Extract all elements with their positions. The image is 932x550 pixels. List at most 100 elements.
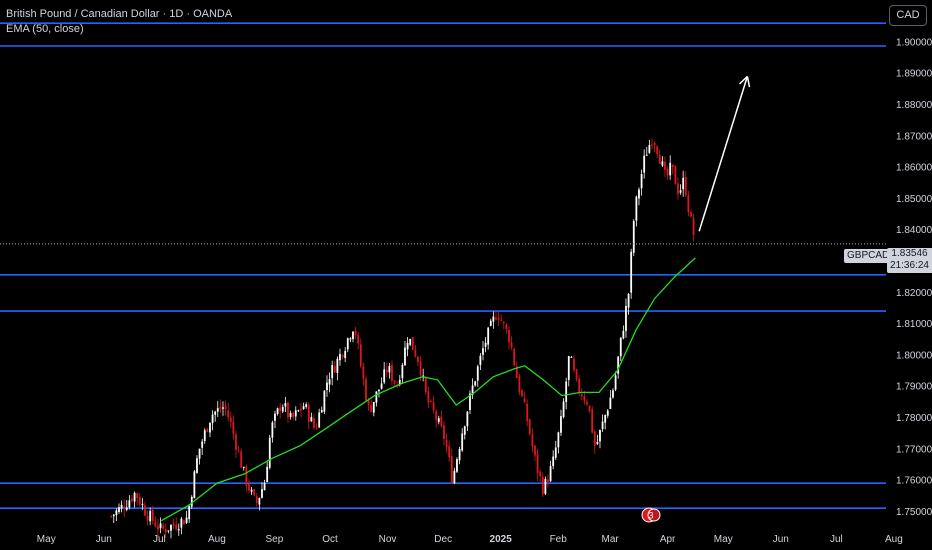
candle-body — [578, 378, 581, 393]
candle-body — [201, 441, 204, 448]
candle-body — [484, 342, 487, 347]
candle-body — [198, 448, 201, 459]
candle-body — [227, 410, 230, 418]
candle-body — [567, 356, 570, 380]
candle-body — [497, 318, 500, 320]
candle-body — [414, 349, 417, 357]
candle-body — [232, 422, 235, 434]
candle-body — [302, 406, 305, 410]
candle-body — [203, 430, 206, 441]
candle-body — [596, 442, 599, 445]
candle-body — [508, 329, 510, 343]
candle-body — [287, 402, 289, 418]
candle-body — [648, 144, 651, 154]
candle-body — [349, 338, 352, 340]
candle-body — [463, 426, 466, 435]
candle-body — [190, 496, 193, 507]
candle-body — [521, 390, 523, 397]
candle-body — [276, 408, 279, 415]
time-tick-label: Oct — [322, 534, 338, 545]
candle-body — [692, 218, 695, 235]
price-axis[interactable]: 1.90000 1.89000 1.88000 1.87000 1.86000 1.850… — [896, 37, 932, 517]
candle-body — [331, 365, 334, 379]
candle-body — [188, 506, 191, 520]
candle-body — [268, 437, 271, 468]
candle-body — [450, 456, 453, 483]
candle-body — [539, 471, 542, 477]
price-tick-label: 1.76000 — [896, 476, 932, 487]
candle-body — [534, 445, 536, 456]
price-tick-label: 1.85000 — [896, 194, 932, 205]
candle-body — [354, 330, 357, 336]
candle-body — [183, 520, 185, 525]
candle-body — [544, 478, 547, 494]
candle-body — [583, 396, 586, 401]
candle-body — [440, 416, 443, 427]
candle-body — [536, 453, 539, 474]
candle-body — [432, 401, 435, 411]
currency-button[interactable]: CAD — [889, 5, 927, 26]
candle-body — [146, 515, 149, 521]
candle-body — [266, 466, 269, 483]
candle-body — [547, 479, 549, 483]
projection-arrow[interactable] — [698, 75, 751, 232]
candle-body — [357, 334, 360, 344]
candle-body — [510, 342, 513, 348]
candle-body — [141, 504, 144, 506]
time-tick-label: Jul — [153, 534, 166, 545]
candle-body — [144, 505, 146, 516]
time-tick-label: Dec — [434, 534, 452, 545]
candle-body — [341, 355, 344, 358]
candle-body — [419, 361, 422, 376]
candle-body — [274, 413, 276, 421]
candle-body — [263, 482, 266, 491]
candle-body — [297, 410, 300, 412]
candle-body — [552, 456, 555, 467]
price-tick-label: 1.82000 — [896, 288, 932, 299]
candle-body — [437, 418, 440, 422]
candlestick-series — [110, 138, 695, 539]
time-tick-label: May — [37, 534, 56, 545]
candle-body — [279, 407, 282, 412]
candle-body — [653, 143, 656, 146]
candle-body — [209, 422, 211, 433]
candle-body — [172, 523, 175, 526]
candle-body — [180, 518, 183, 528]
candle-body — [359, 344, 362, 366]
candle-body — [635, 196, 638, 221]
candle-body — [315, 427, 318, 429]
candle-body — [424, 377, 427, 393]
candle-body — [271, 422, 274, 438]
candle-body — [398, 379, 401, 385]
candle-body — [336, 358, 339, 373]
symbol-title: British Pound / Canadian Dollar · 1D · O… — [6, 8, 233, 20]
candle-body — [112, 514, 115, 517]
candle-body — [401, 364, 404, 379]
candle-body — [310, 416, 313, 422]
ema-50-line — [160, 257, 696, 522]
last-price-value: 1.83546 — [891, 248, 928, 259]
candle-body — [248, 484, 250, 491]
candle-body — [159, 523, 162, 529]
candle-body — [131, 498, 133, 501]
candle-body — [575, 369, 578, 380]
candle-body — [690, 212, 692, 217]
candle-body — [469, 393, 471, 411]
candle-body — [453, 470, 456, 483]
candle-body — [586, 401, 588, 405]
candle-body — [560, 416, 562, 433]
candle-body — [417, 356, 419, 363]
candle-body — [328, 379, 331, 385]
candle-body — [640, 174, 643, 189]
time-tick-label: Jun — [96, 534, 112, 545]
candle-body — [339, 354, 341, 361]
candle-body — [167, 530, 170, 532]
candle-body — [115, 510, 118, 515]
candle-body — [580, 394, 583, 397]
candle-body — [502, 321, 505, 323]
candle-body — [222, 407, 224, 409]
economic-event-icon[interactable]: 3 — [641, 507, 661, 523]
time-axis[interactable]: May Jun Jul Aug Sep Oct Nov Dec 2025 Feb Mar Apr May… — [37, 534, 903, 545]
candle-body — [456, 459, 458, 472]
